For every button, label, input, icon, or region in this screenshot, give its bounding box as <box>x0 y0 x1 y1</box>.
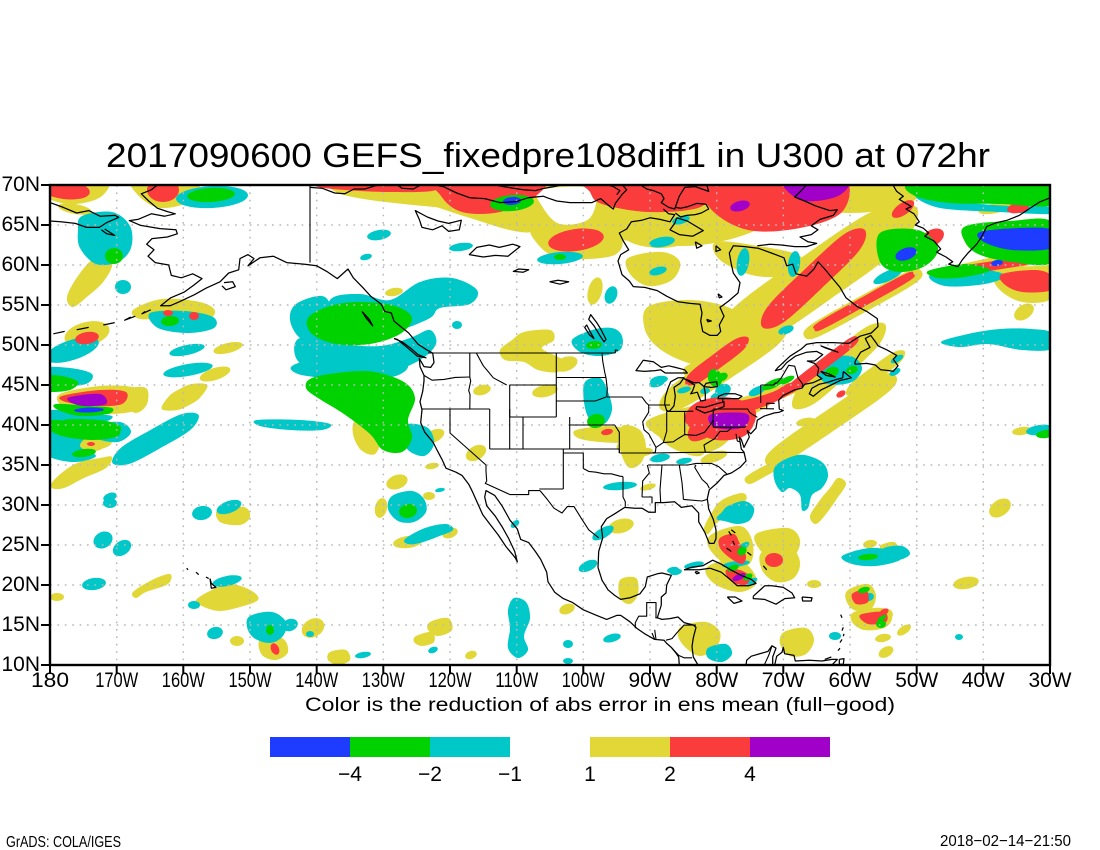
svg-text:100W: 100W <box>562 669 605 692</box>
svg-text:40N: 40N <box>1 413 40 436</box>
svg-text:20N: 20N <box>1 573 40 596</box>
svg-text:110W: 110W <box>495 669 538 692</box>
svg-text:160W: 160W <box>162 669 205 692</box>
svg-text:15N: 15N <box>1 613 40 636</box>
svg-text:70W: 70W <box>762 669 805 692</box>
svg-text:170W: 170W <box>95 669 138 692</box>
svg-text:55N: 55N <box>1 293 40 316</box>
svg-text:80W: 80W <box>695 669 738 692</box>
svg-text:−4: −4 <box>338 763 362 786</box>
svg-text:150W: 150W <box>229 669 272 692</box>
svg-text:140W: 140W <box>295 669 338 692</box>
svg-text:GrADS: COLA/IGES: GrADS: COLA/IGES <box>6 834 121 850</box>
svg-text:45N: 45N <box>1 373 40 396</box>
svg-text:35N: 35N <box>1 453 40 476</box>
svg-text:Color is the reduction of abs: Color is the reduction of abs error in e… <box>305 695 895 716</box>
svg-text:120W: 120W <box>429 669 472 692</box>
svg-text:30W: 30W <box>1029 669 1072 692</box>
svg-text:60W: 60W <box>829 669 872 692</box>
svg-text:60N: 60N <box>1 253 40 276</box>
svg-text:25N: 25N <box>1 533 40 556</box>
svg-text:1: 1 <box>584 763 596 786</box>
svg-text:2018−02−14−21:50: 2018−02−14−21:50 <box>940 833 1071 850</box>
svg-text:130W: 130W <box>362 669 405 692</box>
svg-text:50W: 50W <box>895 669 938 692</box>
svg-text:−1: −1 <box>498 763 522 786</box>
svg-text:10N: 10N <box>1 653 40 676</box>
svg-text:2017090600 GEFS_fixedpre108dif: 2017090600 GEFS_fixedpre108diff1 in U300… <box>106 137 990 175</box>
svg-text:4: 4 <box>744 763 756 786</box>
svg-text:65N: 65N <box>1 213 40 236</box>
svg-text:40W: 40W <box>962 669 1005 692</box>
svg-text:180: 180 <box>31 669 69 692</box>
svg-text:70N: 70N <box>1 173 40 196</box>
svg-text:30N: 30N <box>1 493 40 516</box>
svg-text:−2: −2 <box>418 763 442 786</box>
svg-text:90W: 90W <box>629 669 672 692</box>
svg-text:2: 2 <box>664 763 676 786</box>
svg-text:50N: 50N <box>1 333 40 356</box>
